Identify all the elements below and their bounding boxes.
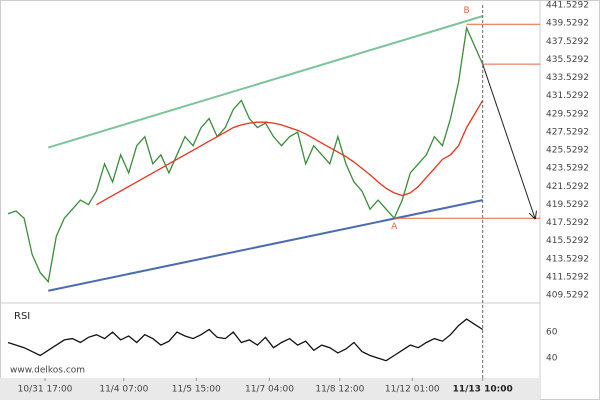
y-tick-label: 415.5292: [546, 236, 589, 246]
x-tick-label: 11/7 04:00: [245, 385, 294, 395]
annotation: A: [391, 222, 398, 232]
x-tick-label: 11/5 15:00: [172, 385, 221, 395]
y-tick-label: 433.5292: [546, 73, 589, 83]
y-tick-label: 427.5292: [546, 127, 589, 137]
y-tick-label: 441.5292: [546, 1, 589, 11]
y-tick-label: 425.5292: [546, 146, 589, 156]
y-tick-label: 60: [546, 328, 558, 338]
y-tick-label: 411.5292: [546, 272, 589, 282]
rsi-title: RSI: [14, 311, 30, 322]
x-axis-strip: [0, 378, 540, 400]
y-tick-label: 419.5292: [546, 200, 589, 210]
source: www.delkos.com: [10, 366, 85, 376]
y-tick-label: 423.5292: [546, 164, 589, 174]
x-tick-label: 11/4 07:00: [99, 385, 148, 395]
y-tick-label: 417.5292: [546, 218, 589, 228]
x-tick-label: 11/12 01:00: [385, 385, 440, 395]
annotation: B: [463, 6, 469, 16]
x-tick-label: 11/13 10:00: [453, 385, 513, 395]
y-tick-label: 439.5292: [546, 19, 589, 29]
y-tick-label: 429.5292: [546, 109, 589, 119]
y-tick-label: 413.5292: [546, 254, 589, 264]
y-tick-label: 421.5292: [546, 182, 589, 192]
x-tick-label: 11/8 12:00: [315, 385, 364, 395]
y-tick-label: 435.5292: [546, 55, 589, 65]
y-tick-label: 431.5292: [546, 91, 589, 101]
y-tick-label: 437.5292: [546, 37, 589, 47]
y-tick-label: 409.5292: [546, 291, 589, 301]
x-tick-label: 10/31 17:00: [18, 385, 73, 395]
y-tick-label: 40: [546, 354, 558, 364]
forecast-arrow: [482, 64, 535, 218]
series-line: [96, 100, 484, 206]
trend-line: [47, 15, 483, 149]
trend-line: [48, 199, 483, 292]
series-line: [7, 318, 484, 362]
